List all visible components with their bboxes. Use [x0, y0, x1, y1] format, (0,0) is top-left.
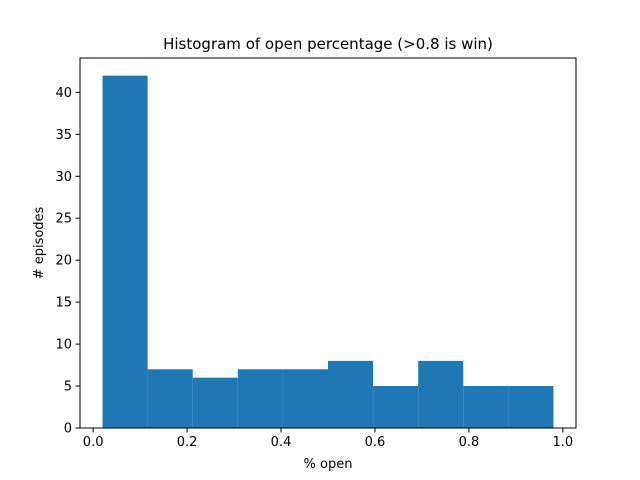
y-tick-label: 0 — [64, 422, 72, 437]
bars-group — [102, 75, 554, 428]
histogram-bar — [463, 386, 509, 428]
histogram-bar — [328, 360, 374, 428]
histogram-bar — [192, 377, 238, 428]
y-tick-label: 25 — [55, 212, 72, 227]
y-tick-label: 15 — [55, 296, 72, 311]
y-axis-label: # episodes — [32, 206, 47, 279]
histogram-bar — [102, 75, 148, 428]
y-tick-label: 5 — [64, 380, 72, 395]
x-tick-label: 0.0 — [83, 435, 104, 450]
x-tick-label: 0.8 — [459, 435, 480, 450]
x-tick-label: 0.6 — [365, 435, 386, 450]
y-tick-label: 20 — [55, 254, 72, 269]
y-tick-label: 10 — [55, 338, 72, 353]
histogram-bar — [282, 369, 328, 428]
y-tick-label: 30 — [55, 170, 72, 185]
x-axis-label: % open — [304, 457, 353, 472]
x-tick-label: 1.0 — [553, 435, 574, 450]
y-tick-label: 40 — [55, 86, 72, 101]
histogram-bar — [373, 386, 419, 428]
histogram-bar — [508, 386, 554, 428]
histogram-bar — [147, 369, 193, 428]
x-tick-label: 0.2 — [177, 435, 198, 450]
y-tick-label: 35 — [55, 128, 72, 143]
x-axis: 0.0 0.2 0.4 0.6 0.8 1.0 — [83, 428, 573, 450]
chart-title: Histogram of open percentage (>0.8 is wi… — [163, 35, 493, 53]
histogram-bar — [418, 360, 464, 428]
y-axis: 0 5 10 15 20 25 30 35 40 — [55, 86, 80, 437]
plot-frame — [79, 57, 577, 429]
histogram-bar — [237, 369, 283, 428]
x-tick-label: 0.4 — [271, 435, 292, 450]
